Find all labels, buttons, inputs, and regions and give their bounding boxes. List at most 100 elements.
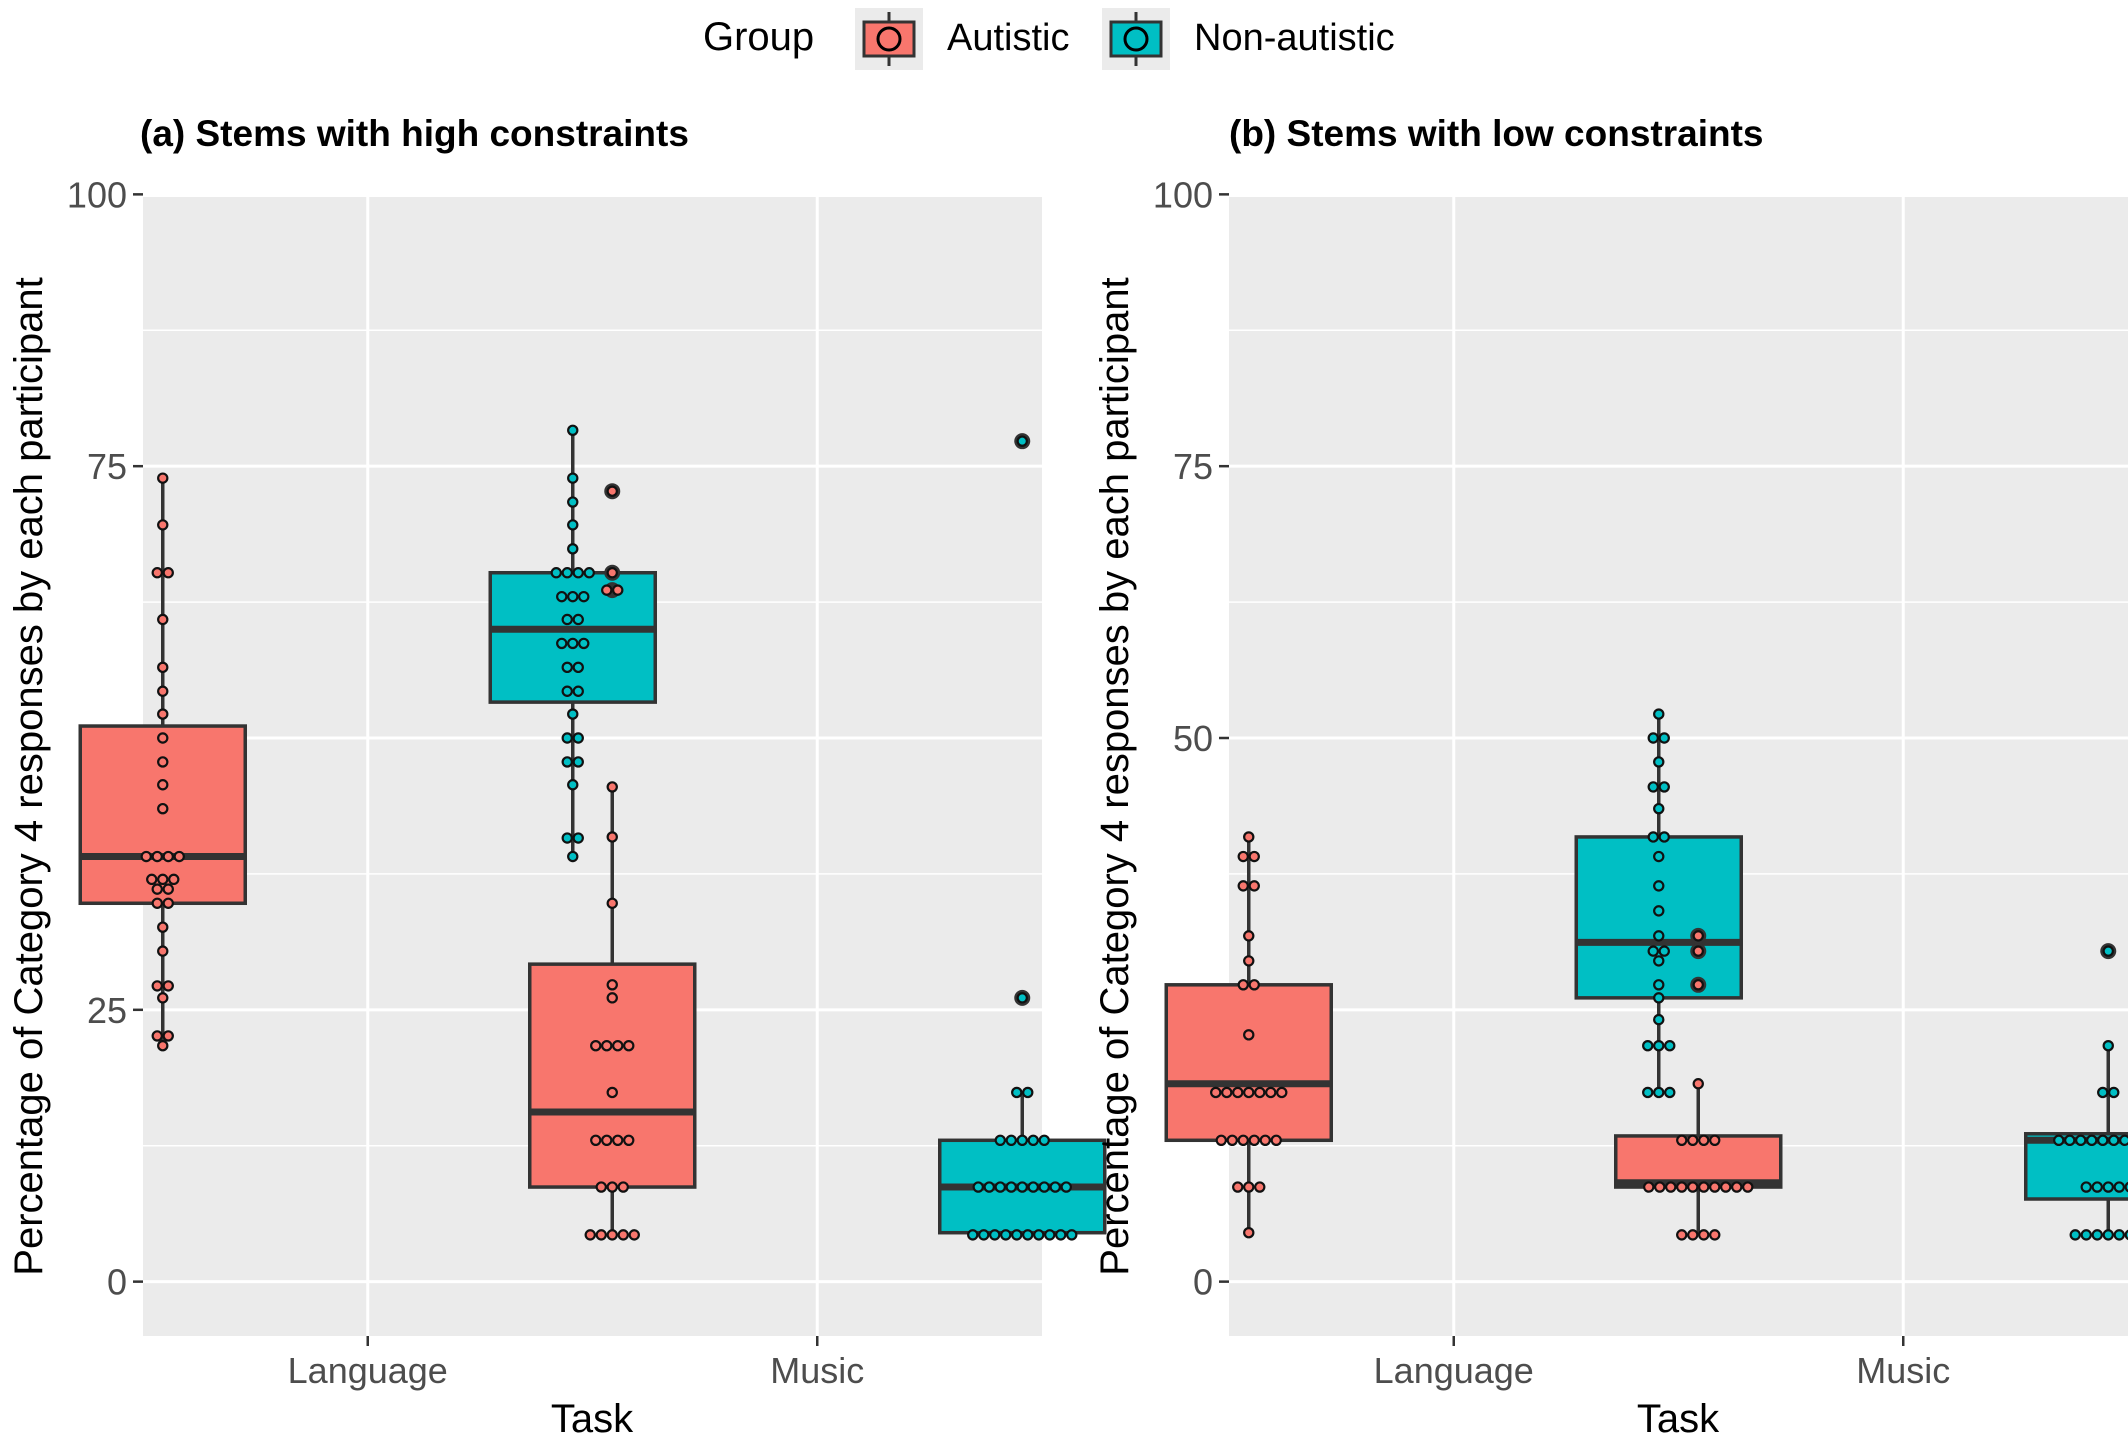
y-axis-title: Percentage of Category 4 responses by ea… (7, 277, 51, 1275)
data-point (1698, 1181, 1710, 1193)
data-point (1016, 992, 1028, 1004)
y-tick-label: 25 (87, 990, 127, 1031)
data-point (1265, 1086, 1277, 1099)
y-axis-title: Percentage of Category 4 responses by ea… (1093, 277, 1137, 1275)
data-point (1016, 1181, 1028, 1193)
data-point (1243, 1181, 1255, 1193)
data-point (617, 1229, 629, 1241)
panel-title: (a) Stems with high constraints (140, 113, 689, 154)
data-point (2091, 1229, 2103, 1241)
data-point (2113, 1229, 2125, 1241)
data-point (1653, 802, 1665, 815)
data-point (590, 1039, 602, 1052)
legend-key-non-autistic (1102, 8, 1170, 70)
legend-title: Group (703, 15, 814, 59)
data-point (1016, 435, 1028, 447)
data-point (601, 1134, 613, 1146)
data-point (1658, 831, 1670, 843)
data-point (623, 1039, 635, 1052)
data-point (1044, 1229, 1056, 1241)
data-point (1647, 831, 1659, 843)
data-point (561, 756, 573, 768)
x-axis-title: Task (551, 1397, 634, 1437)
data-point (1698, 1229, 1710, 1241)
data-point (606, 1229, 618, 1241)
data-point (572, 732, 584, 744)
data-point (1038, 1134, 1050, 1146)
data-point (1731, 1181, 1743, 1193)
data-point (567, 779, 579, 791)
data-point (1259, 1134, 1271, 1146)
data-point (157, 873, 169, 886)
data-point (2080, 1181, 2092, 1193)
data-point (151, 883, 163, 895)
data-point (157, 945, 169, 957)
y-tick-label: 0 (107, 1262, 127, 1303)
data-point (1642, 1039, 1654, 1052)
data-point (1658, 945, 1670, 957)
x-tick-label-language: Language (1374, 1350, 1534, 1391)
data-point (567, 543, 579, 555)
data-point (595, 1229, 607, 1241)
data-point (1237, 979, 1249, 991)
data-point (151, 1030, 163, 1042)
box-body (1164, 983, 1333, 1143)
legend: Group Autistic Non-autistic (703, 8, 1395, 70)
data-point (561, 832, 573, 844)
data-point (2053, 1134, 2065, 1146)
data-point (2124, 1229, 2128, 1241)
data-point (606, 831, 618, 843)
data-point (1066, 1229, 1078, 1241)
data-point (2108, 1134, 2120, 1146)
data-point (572, 567, 584, 579)
data-point (572, 661, 584, 674)
data-point (157, 921, 169, 933)
data-point (967, 1229, 979, 1241)
data-point (1653, 930, 1665, 942)
data-point (1653, 1039, 1665, 1052)
box-music-non-autistic (2024, 943, 2128, 1241)
data-point (2102, 1181, 2114, 1193)
data-point (572, 613, 584, 626)
data-point (1653, 979, 1665, 991)
x-tick-label-language: Language (288, 1350, 448, 1391)
data-point (606, 1086, 618, 1099)
y-tick-label: 100 (1153, 174, 1213, 215)
data-point (157, 519, 169, 531)
data-point (1248, 880, 1260, 892)
data-point (1647, 732, 1659, 744)
data-point (1653, 850, 1665, 863)
data-point (550, 567, 562, 579)
data-point (157, 661, 169, 674)
data-point (1676, 1134, 1688, 1146)
data-point (1049, 1181, 1061, 1193)
data-point (157, 685, 169, 697)
data-point (162, 567, 174, 579)
data-point (2080, 1229, 2092, 1241)
data-point (1742, 1181, 1754, 1193)
data-point (561, 661, 573, 674)
data-point (994, 1181, 1006, 1193)
data-point (983, 1181, 995, 1193)
data-point (623, 1134, 635, 1146)
data-point (1653, 992, 1665, 1004)
data-point (162, 897, 174, 909)
data-point (140, 850, 152, 863)
y-tick-label: 75 (87, 446, 127, 487)
box-language-autistic (1164, 831, 1333, 1239)
data-point (1270, 1134, 1282, 1146)
data-point (168, 873, 180, 886)
data-point (612, 584, 624, 596)
data-point (1720, 1181, 1732, 1193)
data-point (162, 883, 174, 895)
data-point (1653, 905, 1665, 917)
data-point (617, 1181, 629, 1193)
data-point (1687, 1181, 1699, 1193)
data-point (606, 567, 618, 579)
data-point (590, 1134, 602, 1146)
panel-a: (a) Stems with high constraints025507510… (7, 113, 1107, 1437)
x-axis-title: Task (1637, 1397, 1720, 1437)
data-point (2113, 1181, 2125, 1193)
data-point (162, 980, 174, 992)
data-point (1664, 1086, 1676, 1099)
